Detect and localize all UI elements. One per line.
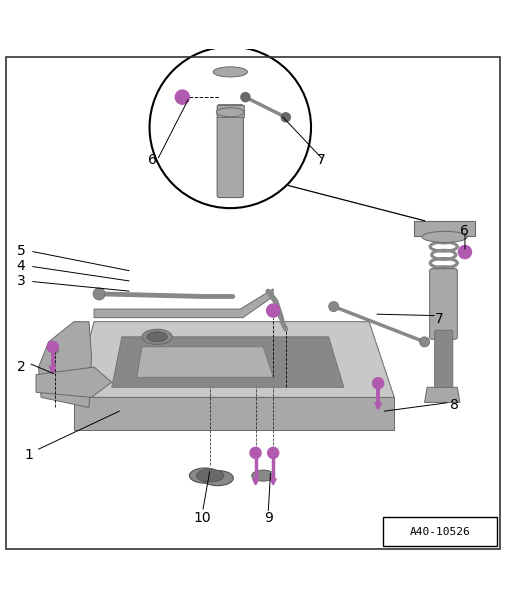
Circle shape bbox=[281, 113, 290, 122]
Circle shape bbox=[50, 346, 59, 353]
Polygon shape bbox=[414, 221, 474, 236]
Ellipse shape bbox=[213, 67, 247, 77]
Circle shape bbox=[266, 304, 279, 317]
Text: 4: 4 bbox=[17, 259, 25, 273]
Circle shape bbox=[458, 245, 471, 259]
Polygon shape bbox=[38, 321, 91, 408]
FancyBboxPatch shape bbox=[217, 105, 243, 198]
Ellipse shape bbox=[251, 470, 274, 481]
Polygon shape bbox=[74, 321, 393, 397]
Ellipse shape bbox=[201, 470, 233, 485]
Text: 3: 3 bbox=[17, 274, 25, 288]
Ellipse shape bbox=[189, 468, 220, 483]
Polygon shape bbox=[94, 289, 273, 318]
Ellipse shape bbox=[421, 232, 467, 242]
FancyBboxPatch shape bbox=[429, 269, 457, 339]
Text: 7: 7 bbox=[434, 312, 443, 326]
Circle shape bbox=[328, 302, 338, 312]
FancyBboxPatch shape bbox=[434, 330, 452, 394]
Text: 5: 5 bbox=[17, 244, 25, 258]
Polygon shape bbox=[74, 397, 393, 430]
Text: A40-10526: A40-10526 bbox=[409, 526, 469, 537]
Text: 8: 8 bbox=[449, 398, 459, 412]
Circle shape bbox=[47, 341, 58, 353]
Circle shape bbox=[419, 337, 429, 347]
Text: 10: 10 bbox=[193, 511, 211, 525]
Circle shape bbox=[249, 447, 261, 458]
Ellipse shape bbox=[147, 332, 167, 342]
Text: 7: 7 bbox=[316, 153, 325, 167]
Text: 6: 6 bbox=[147, 153, 156, 167]
Polygon shape bbox=[112, 337, 343, 387]
Text: 1: 1 bbox=[24, 449, 33, 463]
Circle shape bbox=[149, 46, 311, 208]
Text: 2: 2 bbox=[17, 360, 25, 374]
Ellipse shape bbox=[196, 469, 224, 482]
Circle shape bbox=[372, 377, 383, 389]
Polygon shape bbox=[424, 387, 459, 402]
Polygon shape bbox=[137, 347, 273, 377]
Circle shape bbox=[240, 93, 249, 102]
FancyBboxPatch shape bbox=[216, 105, 243, 118]
Circle shape bbox=[267, 447, 278, 458]
FancyBboxPatch shape bbox=[382, 517, 496, 546]
Text: 9: 9 bbox=[263, 511, 272, 525]
Polygon shape bbox=[36, 367, 112, 397]
Ellipse shape bbox=[142, 329, 172, 344]
Text: 6: 6 bbox=[460, 224, 469, 238]
Circle shape bbox=[93, 288, 105, 300]
Ellipse shape bbox=[216, 108, 244, 117]
Circle shape bbox=[175, 90, 189, 104]
